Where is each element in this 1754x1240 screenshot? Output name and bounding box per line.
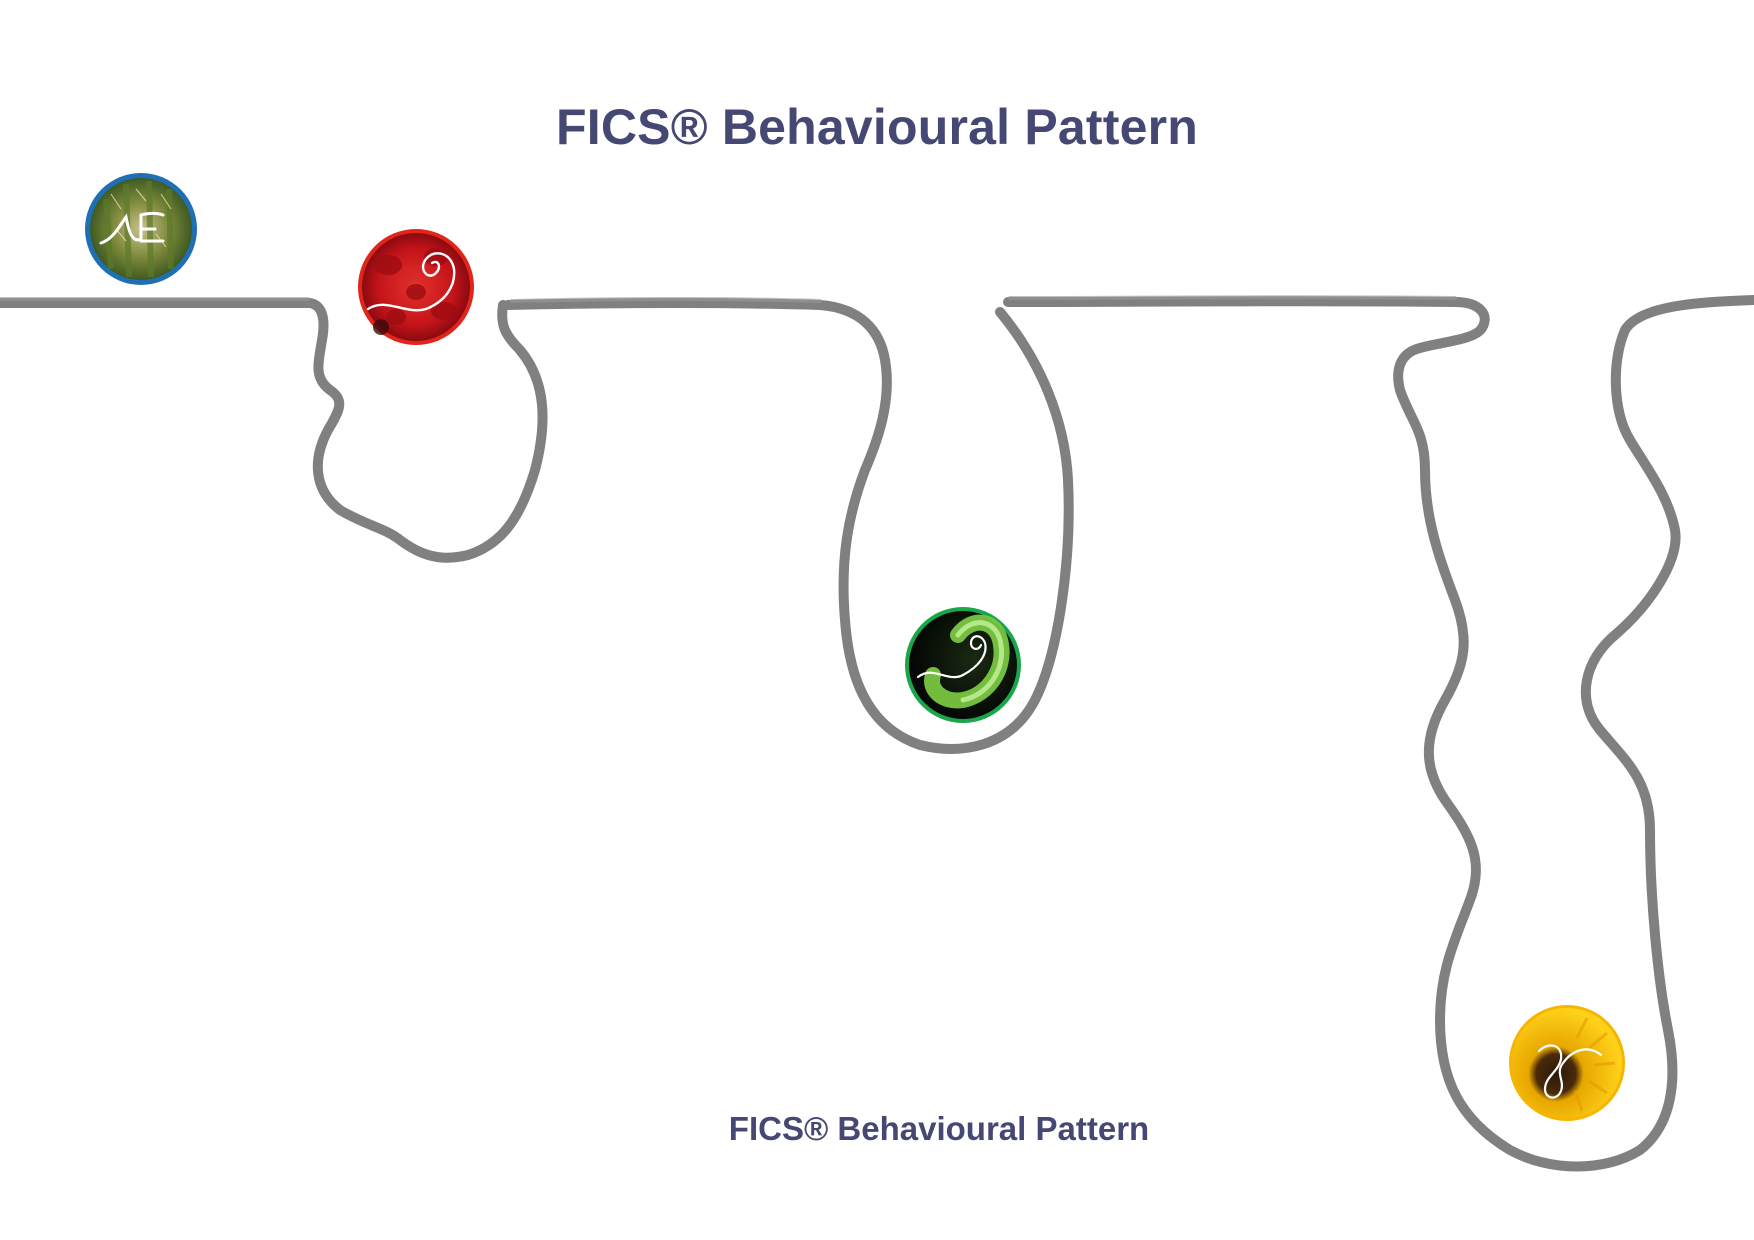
sunflower-icon: [1509, 1005, 1625, 1121]
page-title: FICS® Behavioural Pattern: [556, 99, 1198, 155]
fern-icon: [905, 607, 1021, 723]
red-flower-icon: [358, 229, 474, 345]
cactus-icon: [85, 173, 197, 285]
path-segment-3: [1003, 295, 1754, 1172]
path-segment-1: [0, 298, 548, 563]
path-segment-2: [503, 298, 1074, 754]
footer-title: FICS® Behavioural Pattern: [728, 1110, 1150, 1147]
behaviour-path: [0, 295, 1754, 1172]
